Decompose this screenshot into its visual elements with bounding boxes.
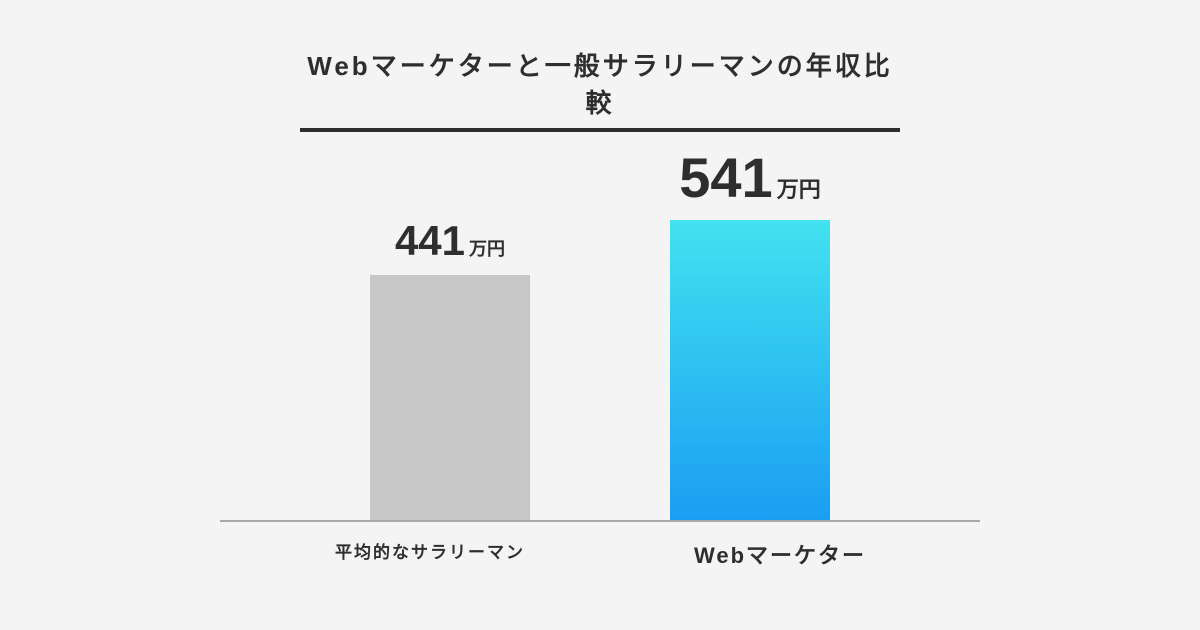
chart-area: 441 万円 541 万円 平均的なサラリーマン Webマーケター — [220, 145, 980, 570]
category-label-1: Webマーケター — [680, 538, 880, 570]
value-unit-0: 万円 — [469, 235, 505, 261]
value-label-1: 541 万円 — [679, 145, 820, 210]
category-label-0: 平均的なサラリーマン — [320, 538, 540, 570]
value-label-0: 441 万円 — [395, 217, 505, 265]
chart-title: Webマーケターと一般サラリーマンの年収比較 — [300, 46, 900, 120]
category-labels-row: 平均的なサラリーマン Webマーケター — [220, 538, 980, 570]
bar-0 — [370, 275, 530, 520]
chart-title-underline — [300, 128, 900, 132]
value-number-0: 441 — [395, 217, 465, 265]
value-unit-1: 万円 — [777, 172, 821, 204]
chart-title-block: Webマーケターと一般サラリーマンの年収比較 — [300, 46, 900, 132]
bar-1 — [670, 220, 830, 520]
value-number-1: 541 — [679, 145, 772, 210]
bar-group-0: 441 万円 — [370, 217, 530, 520]
bar-group-1: 541 万円 — [670, 145, 830, 520]
bars-row: 441 万円 541 万円 — [220, 145, 980, 522]
